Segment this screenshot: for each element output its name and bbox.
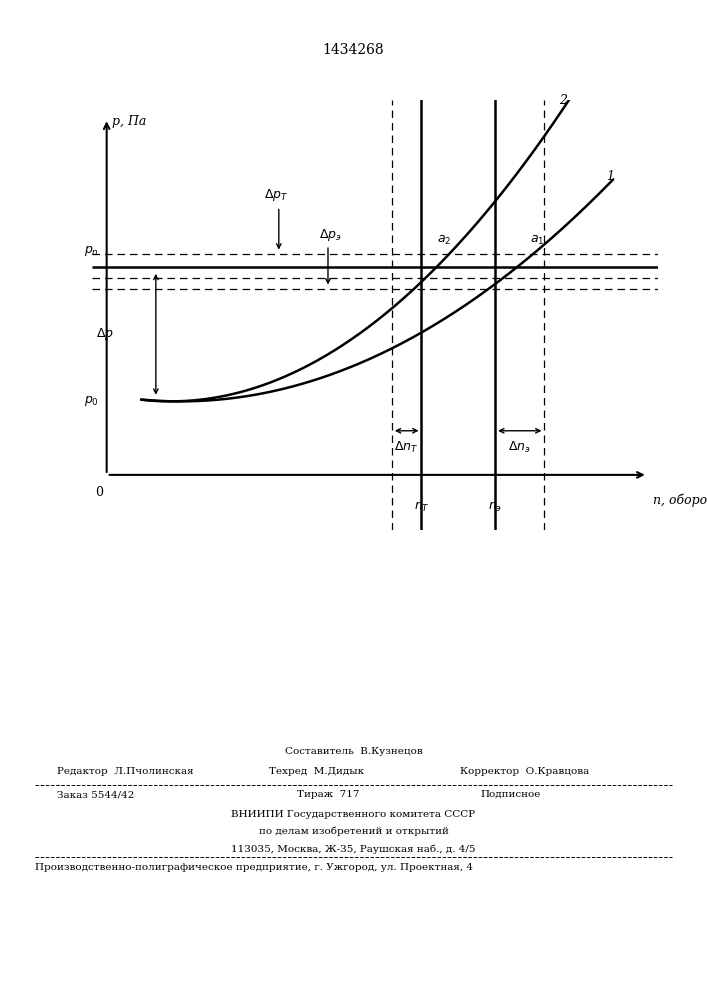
Text: Тираж  717: Тираж 717	[297, 790, 359, 799]
Text: 0: 0	[95, 486, 103, 499]
Text: $n_T$: $n_T$	[414, 501, 429, 514]
Text: $\Delta p$: $\Delta p$	[96, 326, 114, 342]
Text: 113035, Москва, Ж-35, Раушская наб., д. 4/5: 113035, Москва, Ж-35, Раушская наб., д. …	[231, 844, 476, 854]
Text: $\Delta p_э$: $\Delta p_э$	[319, 227, 342, 243]
Text: $p_0$: $p_0$	[84, 394, 99, 408]
Text: Корректор  О.Кравцова: Корректор О.Кравцова	[460, 767, 589, 776]
Text: 1434268: 1434268	[322, 43, 385, 57]
Text: Производственно-полиграфическое предприятие, г. Ужгород, ул. Проектная, 4: Производственно-полиграфическое предприя…	[35, 863, 474, 872]
Text: n, обороты: n, обороты	[653, 493, 707, 507]
Text: Подписное: Подписное	[481, 790, 541, 799]
Text: $a_2$: $a_2$	[437, 234, 451, 247]
Text: 2: 2	[559, 94, 567, 107]
Text: 1: 1	[606, 170, 614, 183]
Text: по делам изобретений и открытий: по делам изобретений и открытий	[259, 827, 448, 836]
Text: $p_n$: $p_n$	[84, 244, 99, 258]
Text: Заказ 5544/42: Заказ 5544/42	[57, 790, 134, 799]
Text: ВНИИПИ Государственного комитета СССР: ВНИИПИ Государственного комитета СССР	[231, 810, 476, 819]
Text: р, Па: р, Па	[112, 115, 146, 128]
Text: Составитель  В.Кузнецов: Составитель В.Кузнецов	[285, 747, 422, 756]
Text: $a_1$: $a_1$	[530, 234, 545, 247]
Text: Техред  М.Дидык: Техред М.Дидык	[269, 767, 364, 776]
Text: $n_э$: $n_э$	[488, 501, 503, 514]
Text: $\Delta n_T$: $\Delta n_T$	[395, 440, 419, 455]
Text: $\Delta p_T$: $\Delta p_T$	[264, 187, 288, 203]
Text: Редактор  Л.Пчолинская: Редактор Л.Пчолинская	[57, 767, 193, 776]
Text: $\Delta n_э$: $\Delta n_э$	[508, 440, 531, 455]
